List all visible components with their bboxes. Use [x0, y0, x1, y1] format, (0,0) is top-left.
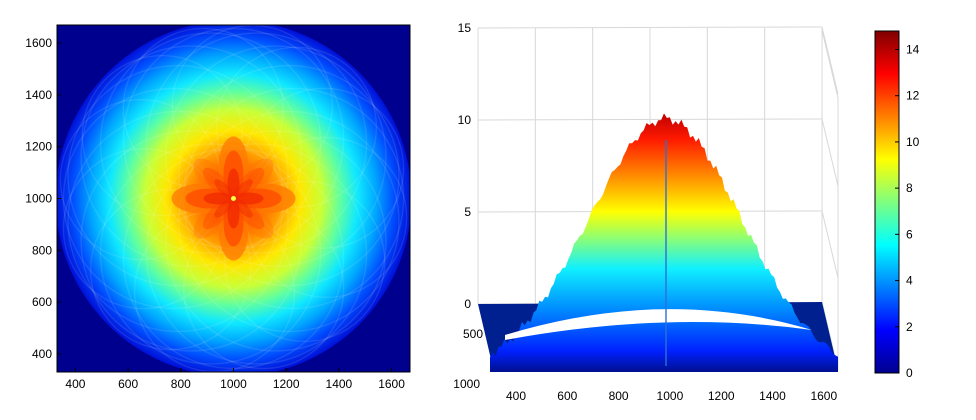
heatmap-y-ticks: 400 600 800 1000 1200 1400 1600 — [25, 36, 61, 361]
heatmap-x-tick-label: 1400 — [326, 377, 353, 391]
colorbar-tick-label: 8 — [906, 181, 913, 195]
surface-z-tick-label: 15 — [458, 21, 472, 35]
surface-front-edge — [505, 309, 812, 340]
colorbar-tick-label: 0 — [906, 366, 913, 380]
surface-x-tick-label: 1000 — [657, 389, 684, 403]
colorbar-tick-label: 12 — [906, 89, 920, 103]
heatmap-ring — [165, 130, 387, 352]
colorbar-tick-label: 14 — [906, 42, 920, 56]
heatmap-petal — [203, 192, 234, 205]
surface-axis-ticks: 0 5 10 15 400 600 800 1000 1200 1400 1600 500 1000 — [453, 21, 837, 403]
heatmap-ring — [80, 45, 302, 267]
heatmap-ring — [99, 32, 322, 254]
surface-z-tick-label: 10 — [458, 113, 472, 127]
surface-x-tick-label: 800 — [609, 389, 629, 403]
surface-x-tick-label: 1600 — [810, 389, 837, 403]
heatmap-ring — [99, 143, 322, 365]
surface-x-tick-label: 400 — [506, 389, 526, 403]
colorbar-tick-label: 10 — [906, 135, 920, 149]
heatmap-ring — [165, 45, 387, 267]
colorbar-gradient — [874, 30, 900, 374]
heatmap-y-tick-label: 400 — [32, 347, 52, 361]
heatmap-petal — [227, 198, 240, 229]
colorbar-tick-label: 4 — [906, 274, 913, 288]
heatmap-y-tick-label: 1600 — [25, 36, 52, 50]
heatmap-peak-dot — [231, 196, 236, 201]
heatmap-y-tick-label: 600 — [32, 295, 52, 309]
heatmap-x-tick-label: 400 — [65, 377, 85, 391]
heatmap-petal — [193, 158, 236, 201]
heatmap-x-tick-label: 800 — [171, 377, 191, 391]
heatmap-y-tick-label: 1200 — [25, 140, 52, 154]
heatmap-ring — [81, 54, 244, 217]
surface-z-tick-label: 0 — [464, 297, 471, 311]
surface-z-tick-label: 5 — [464, 205, 471, 219]
heatmap-ring — [145, 143, 368, 365]
heatmap-ring — [67, 110, 289, 333]
colorbar-tick-label: 2 — [906, 320, 913, 334]
heatmap-x-ticks: 400 600 800 1000 1200 1400 1600 — [65, 368, 405, 391]
heatmap-petal — [214, 179, 235, 200]
surface-y-tick-label: 1000 — [453, 377, 480, 391]
heatmap-y-tick-label: 1400 — [25, 88, 52, 102]
heatmap-petal — [233, 192, 264, 205]
surface-mound — [490, 113, 838, 373]
heatmap-petal — [202, 167, 235, 200]
heatmap-ring — [178, 110, 400, 333]
heatmap-ring — [145, 32, 368, 254]
heatmap-x-tick-label: 1200 — [273, 377, 300, 391]
heatmap-ring — [67, 64, 289, 287]
colorbar-tick-label: 6 — [906, 227, 913, 241]
colorbar-ticks: 0 2 4 6 8 10 12 14 — [895, 42, 920, 380]
surface-x-tick-label: 600 — [557, 389, 577, 403]
surface-y-tick-label: 500 — [463, 327, 483, 341]
heatmap-ring — [80, 130, 302, 352]
surface-panel: 0 5 10 15 400 600 800 1000 1200 1400 1600 500 1000 — [453, 21, 839, 403]
heatmap-y-tick-label: 1000 — [25, 192, 52, 206]
heatmap-center-petals — [171, 136, 296, 261]
surface-x-tick-label: 1400 — [759, 389, 786, 403]
heatmap-x-tick-label: 1000 — [220, 377, 247, 391]
heatmap-petal — [232, 197, 253, 218]
heatmap-petal — [227, 168, 240, 199]
heatmap-x-tick-label: 1600 — [378, 377, 405, 391]
colorbar: 0 2 4 6 8 10 12 14 — [874, 30, 920, 380]
heatmap-ring — [178, 64, 400, 287]
heatmap-y-tick-label: 800 — [32, 243, 52, 257]
heatmap-petal — [214, 197, 235, 218]
heatmap-panel: 400 600 800 1000 1200 1400 1600 400 600 800 1000 1… — [25, 24, 411, 391]
heatmap-x-tick-label: 600 — [118, 377, 138, 391]
heatmap-petal — [232, 179, 253, 200]
heatmap-ring — [215, 46, 378, 209]
heatmap-ring — [89, 188, 252, 351]
heatmap-ring — [223, 180, 386, 343]
surface-x-tick-label: 1200 — [708, 389, 735, 403]
